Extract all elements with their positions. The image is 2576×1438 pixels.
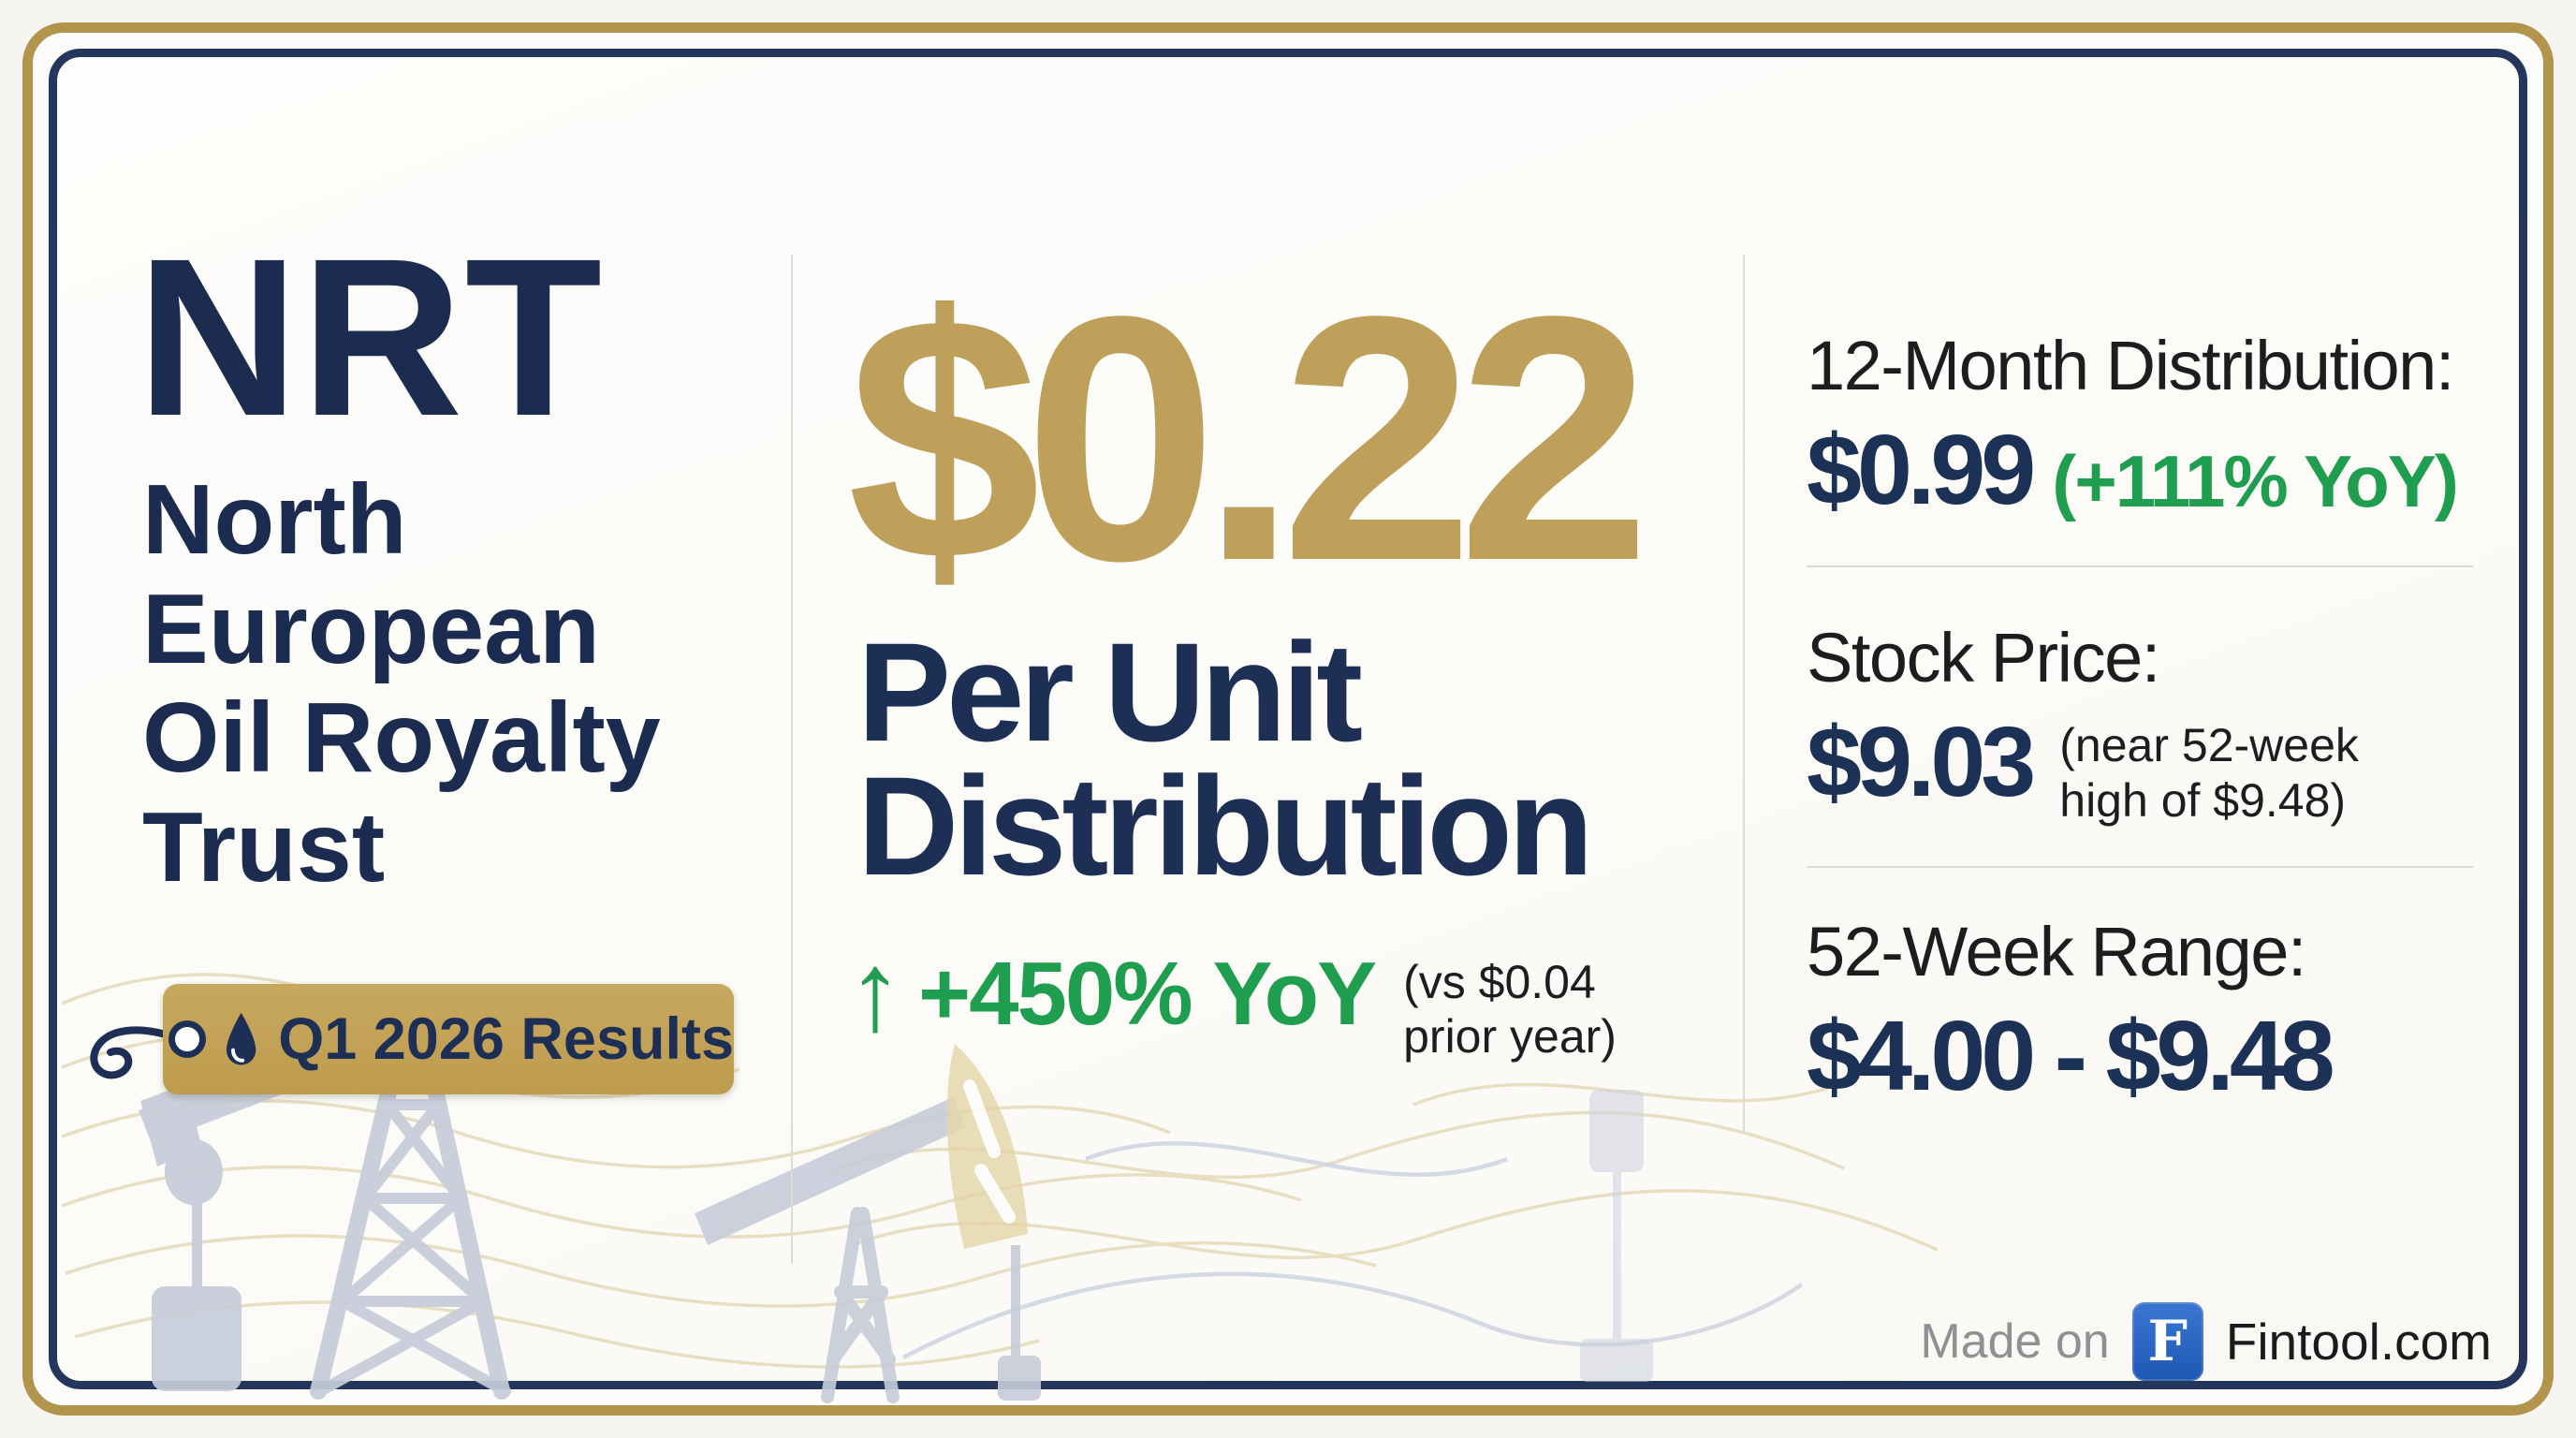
- oil-drop-icon: [226, 1012, 256, 1065]
- stat-block-stock-price: Stock Price: $9.03 (near 52-week high of…: [1807, 618, 2475, 829]
- hero-label-line: Distribution: [857, 746, 1594, 904]
- stat-value: $9.03: [1807, 707, 2036, 817]
- yoy-note-line: (vs $0.04: [1403, 956, 1596, 1008]
- stat-label: 52-Week Range:: [1807, 913, 2306, 990]
- tag-hole: [168, 1020, 206, 1058]
- yoy-change-value: +450% YoY: [918, 944, 1377, 1044]
- stat-label: 12-Month Distribution:: [1807, 327, 2454, 404]
- stat-note-line: (near 52-week: [2059, 719, 2359, 771]
- quarter-tag: Q1 2026 Results: [163, 984, 734, 1094]
- made-on-label: Made on: [1920, 1314, 2110, 1369]
- fintool-logo-letter: F: [2147, 1309, 2188, 1374]
- hero-label-line: Per Unit: [857, 613, 1363, 770]
- yoy-note-line: prior year): [1403, 1010, 1617, 1063]
- divider-vertical-right: [1743, 255, 1745, 1133]
- stat-label: Stock Price:: [1807, 619, 2160, 697]
- stat-block-12-month-distribution: 12-Month Distribution: $0.99 (+111% YoY): [1807, 326, 2475, 524]
- yoy-note: (vs $0.04 prior year): [1403, 955, 1617, 1064]
- footer-credit: Made on F Fintool.com: [1920, 1299, 2492, 1384]
- company-name-line: Oil Royalty: [142, 682, 661, 794]
- stat-value: $4.00 - $9.48: [1807, 1001, 2335, 1111]
- stat-note-yoy: (+111% YoY): [2052, 440, 2459, 522]
- yoy-change-row: ↑ +450% YoY (vs $0.04 prior year): [847, 929, 1617, 1064]
- hero-distribution-value: $0.22: [847, 243, 1651, 633]
- fintool-logo-icon[interactable]: F: [2131, 1302, 2203, 1381]
- company-name-line: European: [142, 573, 600, 684]
- stat-block-52-week-range: 52-Week Range: $4.00 - $9.48: [1807, 912, 2475, 1108]
- fintool-site-link[interactable]: Fintool.com: [2225, 1313, 2492, 1371]
- stat-value: $0.99: [1807, 415, 2036, 525]
- divider-vertical-left: [791, 255, 793, 1264]
- stat-note-line: high of $9.48): [2059, 774, 2347, 827]
- hero-distribution-label: Per Unit Distribution: [857, 613, 1594, 904]
- company-name-line: Trust: [142, 791, 386, 902]
- divider-horizontal: [1807, 565, 2473, 567]
- up-arrow-icon: ↑: [847, 929, 903, 1054]
- ticker-text: NRT: [137, 212, 605, 462]
- divider-horizontal: [1807, 866, 2473, 868]
- quarter-tag-label: Q1 2026 Results: [278, 1006, 734, 1072]
- stat-note-52-week-high: (near 52-week high of $9.48): [2059, 718, 2359, 829]
- company-name: North European Oil Royalty Trust: [142, 465, 661, 902]
- company-name-line: North: [142, 464, 407, 575]
